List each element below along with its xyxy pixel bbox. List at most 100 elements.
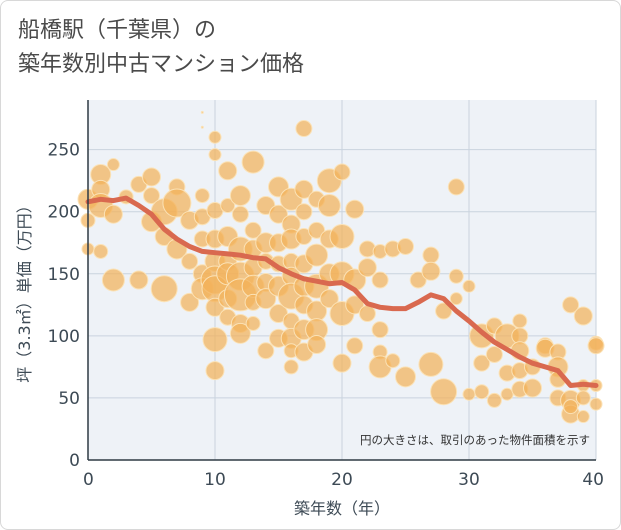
x-tick-label-0: 0 — [83, 470, 94, 490]
bubble-point-128 — [409, 271, 427, 289]
bubble-point-85 — [283, 359, 299, 375]
bubble-point-13 — [142, 167, 161, 187]
y-tick-label-3: 150 — [48, 265, 80, 285]
bubble-point-127 — [395, 366, 416, 388]
bubble-point-8 — [103, 204, 123, 224]
axes — [87, 100, 596, 461]
bubble-point-126 — [397, 237, 414, 255]
bubble-point-41 — [205, 361, 225, 381]
bubble-point-117 — [357, 258, 377, 278]
bubble-point-125 — [385, 353, 401, 369]
y-tick-label-1: 50 — [58, 389, 80, 409]
bubble-point-42 — [218, 161, 238, 181]
bubble-point-143 — [485, 345, 503, 363]
bubble-point-116 — [358, 240, 376, 258]
bubble-point-25 — [200, 110, 204, 114]
bubble-point-154 — [523, 378, 542, 398]
bubble-point-40 — [202, 327, 228, 353]
bubble-series — [77, 110, 605, 424]
bubble-point-131 — [418, 351, 444, 377]
bubble-point-24 — [180, 292, 200, 312]
bubble-point-86 — [295, 120, 313, 138]
trend-line-series — [85, 195, 599, 388]
bubble-point-18 — [150, 275, 178, 303]
bubble-point-12 — [129, 270, 149, 290]
y-tick-label-5: 250 — [48, 141, 80, 161]
bubble-point-170 — [587, 337, 605, 355]
chart-title: 船橋駅（千葉県）の 築年数別中古マンション価格 — [18, 14, 304, 82]
bubble-point-23 — [181, 252, 199, 270]
bubble-point-33 — [208, 148, 222, 162]
x-tick-label-1: 10 — [204, 470, 226, 490]
tick-labels: 0 10 20 30 40 0 50 100 150 200 250 — [48, 141, 604, 490]
bubble-point-14 — [143, 187, 160, 205]
bubble-point-96 — [308, 221, 326, 239]
x-axis-label: 築年数（年） — [294, 499, 390, 518]
bubble-point-57 — [244, 221, 262, 239]
y-tick-label-0: 0 — [69, 451, 80, 471]
bubble-point-136 — [449, 292, 463, 306]
bubble-point-103 — [317, 194, 341, 218]
bubble-point-165 — [573, 306, 593, 326]
bubble-point-161 — [562, 296, 580, 314]
chart-title-line1: 船橋駅（千葉県）の — [18, 18, 217, 43]
bubble-point-9 — [101, 268, 125, 292]
bubble-point-108 — [329, 224, 355, 250]
y-tick-label-2: 100 — [48, 327, 80, 347]
bubble-point-134 — [447, 178, 465, 196]
bubble-point-106 — [319, 289, 339, 309]
bubble-point-137 — [462, 279, 476, 293]
bubble-point-55 — [229, 322, 251, 344]
bubble-point-26 — [200, 125, 204, 129]
bubble-point-132 — [435, 302, 453, 320]
bubble-point-147 — [500, 387, 514, 401]
y-tick-label-4: 200 — [48, 203, 80, 223]
bubble-point-121 — [371, 321, 389, 339]
bubble-point-107 — [333, 163, 351, 181]
bubble-point-32 — [208, 130, 222, 144]
bubble-point-101 — [307, 335, 327, 355]
bubble-point-144 — [486, 392, 502, 408]
bubble-point-120 — [371, 271, 389, 289]
bubble-point-67 — [255, 288, 277, 310]
bubble-point-70 — [269, 204, 288, 224]
x-tick-label-2: 20 — [331, 470, 353, 490]
bubble-point-140 — [473, 354, 491, 372]
bubble-point-43 — [220, 198, 236, 214]
bubble-point-148 — [512, 313, 528, 329]
bubble-point-49 — [229, 185, 251, 207]
bubble-point-168 — [576, 410, 590, 424]
bubble-point-68 — [257, 342, 275, 360]
bubble-point-20 — [162, 188, 192, 218]
bubble-point-167 — [575, 390, 591, 406]
bubble-point-97 — [305, 243, 329, 267]
bubble-point-50 — [231, 205, 249, 223]
bubble-point-133 — [430, 378, 458, 406]
bubble-size-note: 円の大きさは、取引のあった物件面積を示す — [360, 433, 590, 447]
bubble-point-135 — [448, 268, 464, 284]
bubble-point-27 — [194, 188, 210, 204]
bubble-point-118 — [358, 305, 376, 323]
bubble-point-111 — [332, 353, 352, 373]
chart-title-line2: 築年数別中古マンション価格 — [18, 52, 305, 77]
bubble-point-172 — [589, 397, 603, 411]
y-axis-label: 坪（3.3㎡）単価（万円） — [15, 197, 34, 382]
bubble-point-164 — [563, 399, 579, 415]
bubble-point-130 — [421, 261, 441, 281]
x-tick-label-3: 30 — [458, 470, 480, 490]
bubble-point-115 — [346, 337, 364, 355]
bubble-point-88 — [295, 203, 313, 221]
bubble-point-56 — [241, 150, 265, 174]
bubble-point-62 — [245, 315, 261, 331]
bubble-point-87 — [294, 179, 314, 199]
x-tick-label-4: 40 — [582, 470, 604, 490]
bubble-point-129 — [422, 246, 440, 264]
bubble-point-112 — [345, 199, 365, 219]
bubble-point-7 — [106, 158, 120, 172]
bubble-point-138 — [462, 387, 476, 401]
bubble-point-114 — [345, 295, 365, 315]
bubble-point-6 — [93, 243, 109, 259]
bubble-point-141 — [474, 384, 490, 400]
trend-line — [85, 195, 599, 388]
